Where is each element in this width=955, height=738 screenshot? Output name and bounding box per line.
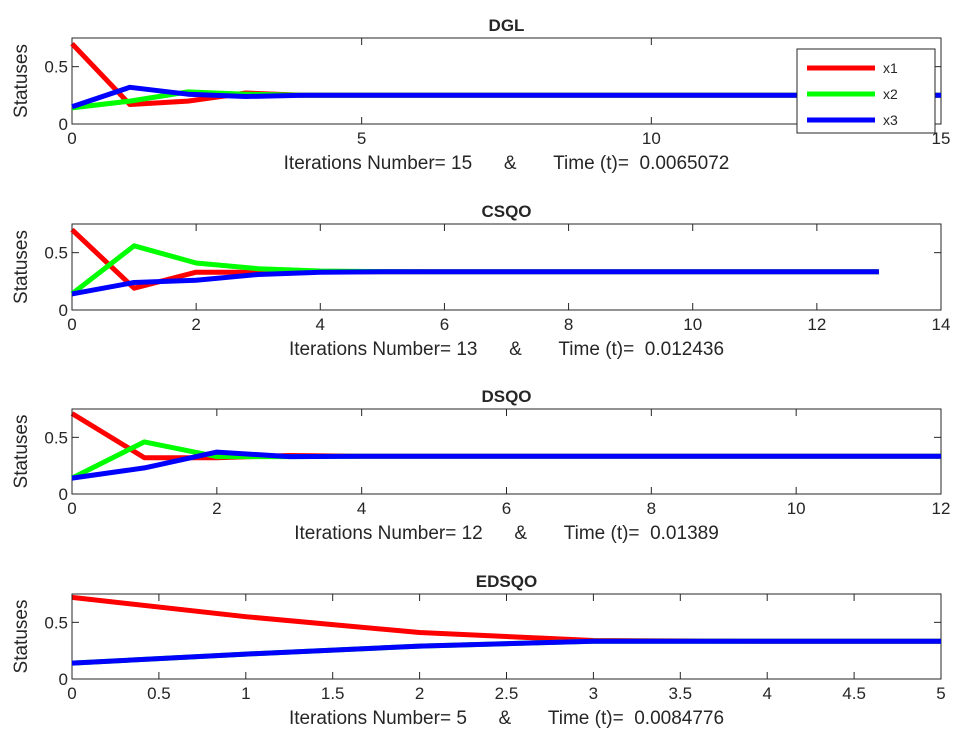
x-tick-label: 0 [67,315,76,334]
x-tick-label: 15 [932,129,951,148]
legend-label-x2: x2 [883,86,898,102]
x-tick-label: 1 [241,684,250,703]
y-tick-label: 0.5 [44,428,68,447]
x-tick-label: 12 [807,315,826,334]
series-line-x3 [71,449,941,481]
x-tick-label: 2 [415,684,424,703]
x-tick-label: 4 [357,499,366,518]
x-tick-label: 8 [564,315,573,334]
chart-title: CSQO [481,202,531,221]
x-axis-label: Iterations Number= 13 & Time (t)= 0.0124… [289,339,724,360]
y-tick-label: 0 [59,301,68,320]
series-line-x3 [71,269,879,297]
x-tick-label: 2 [212,499,221,518]
chart-title: DGL [489,16,525,35]
panel-dgl: 0 5 10 15 0 0.5 DGL Iterations Number= 15 & Tim… [11,16,950,174]
x-tick-label: 1.5 [321,684,345,703]
plot-area [71,37,942,125]
y-axis-label: Statuses [11,230,32,304]
x-tick-label: 5 [357,129,366,148]
x-tick-label: 4.5 [842,684,866,703]
x-tick-label: 10 [787,499,806,518]
x-tick-label: 3.5 [668,684,692,703]
y-axis-label: Statuses [11,415,32,489]
series-line-x3 [71,638,941,666]
x-tick-label: 4 [316,315,325,334]
chart-title: DSQO [481,387,531,406]
x-tick-label: 14 [932,315,951,334]
y-tick-label: 0 [59,670,68,689]
y-tick-label: 0.5 [44,613,68,632]
y-tick-label: 0 [59,485,68,504]
series-line-x3 [71,84,941,110]
legend-label-x1: x1 [883,60,898,76]
x-tick-label: 10 [642,129,661,148]
x-tick-label: 0.5 [147,684,171,703]
x-axis-label: Iterations Number= 15 & Time (t)= 0.0065… [284,153,730,174]
y-axis-label: Statuses [11,600,32,674]
x-tick-label: 6 [502,499,511,518]
legend: x1 x2 x3 [796,48,936,134]
x-tick-label: 8 [647,499,656,518]
y-tick-label: 0.5 [44,244,68,263]
x-tick-label: 6 [440,315,449,334]
x-tick-label: 4 [762,684,771,703]
x-tick-label: 10 [683,315,702,334]
y-tick-label: 0.5 [44,58,68,77]
plot-area [71,223,942,311]
chart-title: EDSQO [476,572,537,591]
x-tick-label: 12 [932,499,951,518]
panel-edsqo: 0 0.5 1 1.5 2 2.5 3 3.5 4 4.5 5 0 0.5 EDSQO Iterations… [11,572,946,729]
x-axis-label: Iterations Number= 12 & Time (t)= 0.0138… [294,523,719,544]
y-axis-label: Statuses [11,44,32,118]
panel-csqo: 0 2 4 6 8 10 12 14 0 0.5 CSQO Iterations Number= 13… [11,202,950,360]
panel-dsqo: 0 2 4 6 8 10 12 0 0.5 DSQO Iterations Number= 12 &… [11,387,950,544]
x-tick-label: 5 [936,684,945,703]
y-tick-label: 0 [59,115,68,134]
x-tick-label: 2 [191,315,200,334]
x-tick-label: 2.5 [495,684,519,703]
x-tick-label: 0 [67,499,76,518]
legend-label-x3: x3 [883,112,898,128]
x-tick-label: 3 [589,684,598,703]
x-axis-label: Iterations Number= 5 & Time (t)= 0.00847… [289,708,724,729]
x-tick-label: 0 [67,129,76,148]
x-tick-label: 0 [67,684,76,703]
